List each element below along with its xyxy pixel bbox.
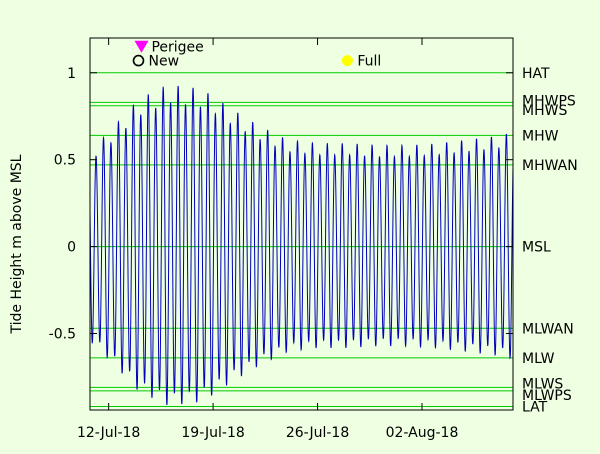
full-moon-marker xyxy=(341,55,353,67)
reference-label: MLWS xyxy=(522,376,563,392)
event-label: New xyxy=(148,54,179,70)
y-tick-label: -0.5 xyxy=(49,327,76,343)
y-axis-label: Tide Height m above MSL xyxy=(9,154,25,334)
reference-label: MLWAN xyxy=(522,321,574,337)
reference-label: MHWS xyxy=(522,103,567,119)
x-tick-label: 12-Jul-18 xyxy=(77,425,140,441)
y-tick-label: 1 xyxy=(67,66,76,82)
x-tick-label: 26-Jul-18 xyxy=(286,425,349,441)
new-moon-marker xyxy=(132,54,145,67)
x-tick-label: 02-Aug-18 xyxy=(386,425,459,441)
tide-line xyxy=(89,85,514,406)
plot-border xyxy=(89,37,514,411)
y-tick-label: 0.5 xyxy=(54,153,76,169)
reference-label: MLW xyxy=(522,351,555,367)
reference-label: HAT xyxy=(522,66,550,82)
reference-label: LAT xyxy=(522,400,548,416)
reference-label: MHWAN xyxy=(522,158,578,174)
event-label: Full xyxy=(357,54,381,70)
y-tick-label: 0 xyxy=(67,240,76,256)
reference-label: MSL xyxy=(522,240,551,256)
axis-ticks: 1 0.5 0 -0.5 12-Jul-18 19-Jul-18 26-Jul-18 02-A… xyxy=(49,38,513,441)
reference-label: MHW xyxy=(522,128,559,144)
event-label: Perigee xyxy=(151,40,203,56)
plot-frame xyxy=(89,37,514,411)
reference-label: MHWPS xyxy=(522,93,576,109)
reference-label: MLWPS xyxy=(522,388,572,404)
tide-series xyxy=(89,85,514,406)
perigee-marker xyxy=(134,40,149,53)
x-tick-label: 19-Jul-18 xyxy=(181,425,244,441)
